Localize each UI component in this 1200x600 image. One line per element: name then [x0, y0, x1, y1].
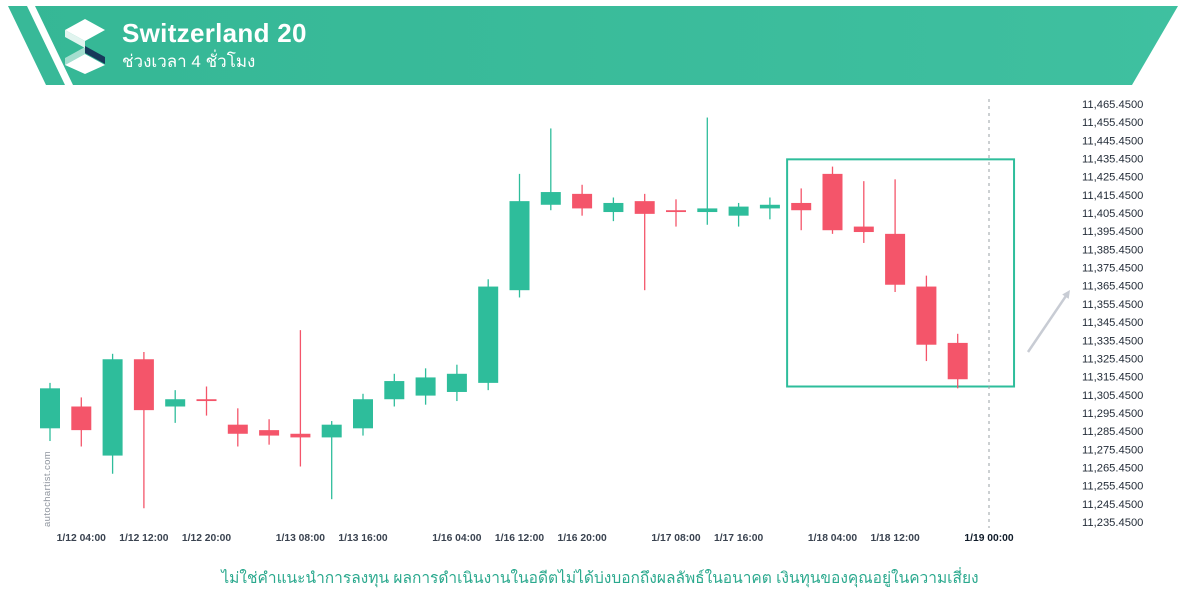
x-axis-tick-label: 1/12 12:00: [119, 533, 169, 544]
x-axis-tick-label: 1/13 16:00: [338, 533, 388, 544]
candle-body: [853, 226, 874, 233]
candle-body: [540, 192, 561, 205]
candle-body: [509, 201, 530, 291]
candle-body: [196, 399, 217, 402]
y-axis-tick-label: 11,235.4500: [1082, 517, 1143, 529]
candle-body: [321, 424, 342, 438]
header-banner: Switzerland 20 ช่วงเวลา 4 ชั่วโมง: [0, 6, 1200, 85]
y-axis-tick-label: 11,315.4500: [1082, 372, 1143, 384]
candle-body: [759, 204, 780, 209]
candle-body: [353, 399, 373, 429]
candle-body: [822, 173, 843, 231]
autochartist-logo-icon: [65, 18, 105, 74]
candle-body: [415, 377, 436, 396]
x-axis-tick-label: 1/13 08:00: [276, 533, 326, 544]
pattern-box-rect: [786, 158, 1016, 388]
x-axis-tick-label: 1/12 20:00: [182, 533, 232, 544]
y-axis-tick-label: 11,415.4500: [1082, 190, 1143, 202]
y-axis-tick-label: 11,435.4500: [1082, 154, 1143, 166]
banner-main: Switzerland 20 ช่วงเวลา 4 ชั่วโมง: [35, 6, 1178, 85]
header-titles: Switzerland 20 ช่วงเวลา 4 ชั่วโมง: [122, 18, 307, 72]
arrow-head: [1062, 290, 1070, 299]
candle-body: [446, 373, 467, 392]
y-axis-tick-label: 11,465.4500: [1082, 99, 1143, 111]
y-axis-tick-label: 11,305.4500: [1082, 390, 1143, 402]
watermark: autochartist.com: [42, 450, 53, 527]
candle-body: [102, 359, 123, 456]
candle-body: [290, 433, 311, 438]
disclaimer-text: ไม่ใช่คำแนะนำการลงทุน ผลการดำเนินงานในอด…: [221, 570, 979, 587]
page-title: Switzerland 20: [122, 18, 307, 49]
candles: [40, 117, 968, 509]
candle-body: [728, 206, 749, 216]
x-axis-tick-label: 1/16 12:00: [495, 533, 545, 544]
x-axis-labels: 1/12 04:00 1/12 12:00 1/12 20:00 1/13 08:00…: [57, 533, 1014, 544]
candle-body: [603, 202, 624, 213]
pattern-highlight-box: [786, 158, 1016, 388]
candle-body: [572, 193, 593, 209]
future-date-label: 1/19 00:00: [964, 533, 1014, 544]
x-axis-tick-label: 1/16 04:00: [432, 533, 482, 544]
y-axis-tick-label: 11,345.4500: [1082, 317, 1143, 329]
y-axis-tick-label: 11,275.4500: [1082, 444, 1143, 456]
candle-body: [71, 406, 92, 431]
candle-body: [697, 208, 718, 213]
candle-body: [227, 424, 248, 434]
x-axis-tick-label: 1/17 16:00: [714, 533, 764, 544]
y-axis-tick-label: 11,295.4500: [1082, 408, 1143, 420]
x-axis-tick-label: 1/17 08:00: [651, 533, 701, 544]
y-axis-tick-label: 11,245.4500: [1082, 499, 1143, 511]
y-axis-tick-label: 11,255.4500: [1082, 481, 1143, 493]
y-axis-tick-label: 11,325.4500: [1082, 353, 1143, 365]
y-axis-tick-label: 11,395.4500: [1082, 226, 1143, 238]
page-subtitle: ช่วงเวลา 4 ชั่วโมง: [122, 52, 256, 72]
candle-body: [947, 342, 968, 380]
candle-body: [259, 430, 280, 436]
x-axis-tick-label: 1/18 12:00: [870, 533, 920, 544]
y-axis-tick-label: 11,265.4500: [1082, 462, 1143, 474]
candle-body: [634, 201, 655, 214]
candle-body: [916, 286, 937, 345]
y-axis-tick-label: 11,355.4500: [1082, 299, 1143, 311]
y-axis-tick-label: 11,285.4500: [1082, 426, 1143, 438]
y-axis-tick-label: 11,445.4500: [1082, 135, 1143, 147]
y-axis-tick-label: 11,405.4500: [1082, 208, 1143, 220]
x-axis-tick-label: 1/16 20:00: [557, 533, 607, 544]
x-axis-tick-label: 1/18 04:00: [808, 533, 858, 544]
candle-body: [791, 202, 812, 211]
y-axis-tick-label: 11,455.4500: [1082, 117, 1143, 129]
y-axis-labels: 11,465.4500 11,455.4500 11,445.4500 11,435.…: [1082, 99, 1143, 529]
y-axis-tick-label: 11,425.4500: [1082, 172, 1143, 184]
candle-body: [666, 210, 686, 213]
y-axis-tick-label: 11,375.4500: [1082, 263, 1143, 275]
candle-body: [885, 233, 906, 285]
candle-body: [478, 286, 499, 383]
candle-body: [40, 388, 60, 429]
y-axis-tick-label: 11,335.4500: [1082, 335, 1143, 347]
candle-body: [384, 381, 405, 400]
trend-arrow-icon: [1026, 290, 1070, 353]
arrow-shaft: [1026, 292, 1069, 353]
x-axis-tick-label: 1/12 04:00: [57, 533, 107, 544]
candle-body: [165, 399, 186, 407]
y-axis-tick-label: 11,385.4500: [1082, 244, 1143, 256]
y-axis-tick-label: 11,365.4500: [1082, 281, 1143, 293]
candle-body: [133, 359, 154, 411]
